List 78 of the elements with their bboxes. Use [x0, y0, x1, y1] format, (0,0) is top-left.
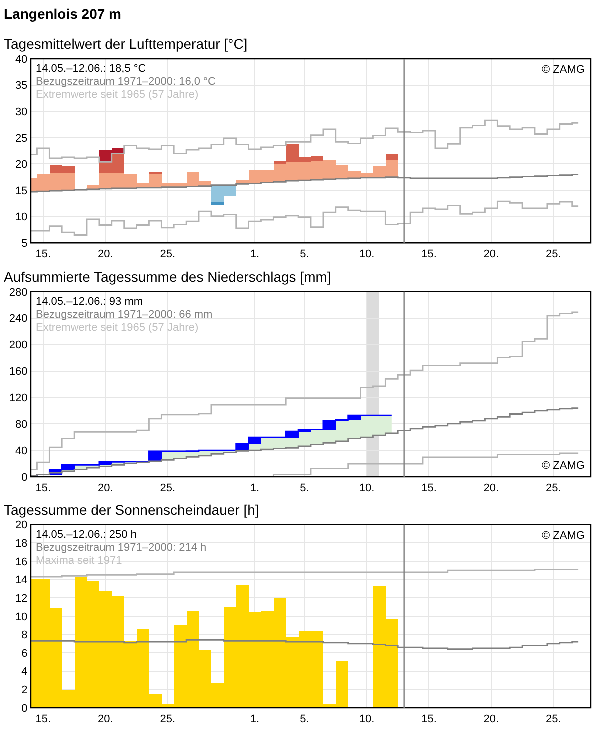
- x-tick-label: 5.: [300, 248, 310, 260]
- y-tick-label: 280: [9, 286, 28, 299]
- y-tick-label: 16: [15, 556, 28, 568]
- bar: [99, 462, 112, 465]
- x-tick-label: 25.: [546, 248, 562, 260]
- x-tick-label: 1.: [250, 713, 260, 726]
- annotation: © ZAMG: [542, 64, 585, 76]
- y-tick-label: 25: [15, 132, 28, 145]
- y-tick-label: 0: [22, 702, 28, 715]
- y-tick-label: 120: [9, 392, 28, 405]
- x-tick-label: 20.: [484, 482, 500, 494]
- y-tick-label: 4: [22, 666, 28, 678]
- chart-title: Tagessumme der Sonnenscheindauer [h]: [4, 502, 260, 518]
- x-tick-label: 20.: [484, 248, 500, 260]
- y-tick-label: 8: [22, 630, 28, 642]
- annotation: Bezugszeitraum 1971–2000: 66 mm: [36, 309, 213, 321]
- chart-title: Aufsummierte Tagessumme des Niederschlags [mm]: [4, 269, 332, 285]
- bar: [386, 154, 398, 160]
- y-tick-label: 160: [9, 366, 28, 378]
- y-tick-label: 200: [9, 340, 28, 352]
- x-tick-label: 25.: [546, 482, 562, 494]
- y-tick-label: 5: [22, 238, 28, 250]
- x-tick-label: 20.: [98, 482, 114, 494]
- annotation: 14.05.–12.06.: 93 mm: [36, 296, 144, 308]
- bar: [211, 202, 224, 205]
- x-tick-label: 25.: [546, 713, 562, 726]
- annotation: Maxima seit 1971: [36, 555, 122, 567]
- annotation: Bezugszeitraum 1971–2000: 16,0 °C: [36, 76, 216, 88]
- y-tick-label: 6: [22, 648, 28, 660]
- x-tick-label: 25.: [160, 248, 176, 260]
- y-tick-label: 10: [15, 212, 28, 224]
- x-tick-label: 15.: [422, 482, 437, 494]
- chart-title: Langenlois 207 m: [4, 6, 122, 22]
- x-tick-label: 20.: [484, 713, 500, 726]
- bar: [323, 420, 336, 430]
- y-tick-label: 12: [15, 592, 28, 605]
- x-tick-label: 15.: [422, 713, 437, 726]
- annotation: Extremwerte seit 1965 (57 Jahre): [36, 89, 199, 101]
- x-tick-label: 5.: [300, 713, 310, 726]
- annotation: Extremwerte seit 1965 (57 Jahre): [36, 322, 199, 334]
- x-tick-label: 5.: [300, 482, 310, 494]
- y-tick-label: 14: [15, 574, 28, 587]
- y-tick-label: 18: [15, 538, 28, 550]
- x-tick-label: 20.: [98, 248, 114, 260]
- annotation: © ZAMG: [542, 460, 585, 472]
- x-tick-label: 10.: [359, 713, 375, 726]
- annotation: © ZAMG: [542, 530, 585, 542]
- bar: [286, 432, 299, 438]
- x-tick-label: 10.: [359, 248, 375, 260]
- bar: [236, 444, 249, 451]
- bar: [249, 438, 261, 444]
- x-tick-label: 15.: [422, 248, 437, 260]
- x-tick-label: 1.: [250, 482, 260, 494]
- y-tick-label: 0: [22, 472, 28, 484]
- annotation: Bezugszeitraum 1971–2000: 214 h: [36, 542, 207, 554]
- y-tick-label: 40: [15, 445, 28, 458]
- x-tick-label: 15.: [36, 713, 52, 726]
- x-tick-label: 15.: [36, 482, 52, 494]
- annotation: 14.05.–12.06.: 18,5 °C: [36, 63, 146, 75]
- x-tick-label: 25.: [160, 482, 176, 494]
- x-tick-label: 15.: [36, 248, 52, 260]
- y-tick-label: 20: [15, 159, 28, 172]
- x-tick-label: 1.: [250, 248, 260, 260]
- y-tick-label: 240: [9, 313, 28, 326]
- y-tick-label: 15: [15, 185, 28, 198]
- y-tick-label: 2: [22, 684, 28, 697]
- annotation: 14.05.–12.06.: 250 h: [36, 529, 137, 541]
- x-tick-label: 10.: [359, 482, 375, 494]
- y-tick-label: 40: [15, 54, 28, 66]
- bar: [62, 464, 75, 470]
- x-tick-label: 25.: [160, 713, 176, 726]
- y-tick-label: 35: [15, 80, 28, 92]
- y-tick-label: 80: [15, 419, 28, 432]
- y-tick-label: 20: [15, 520, 28, 532]
- y-tick-label: 30: [15, 106, 28, 118]
- chart-subtitle: Tagesmittelwert der Lufttemperatur [°C]: [4, 36, 248, 52]
- x-tick-label: 20.: [98, 713, 114, 726]
- y-tick-label: 10: [15, 611, 28, 624]
